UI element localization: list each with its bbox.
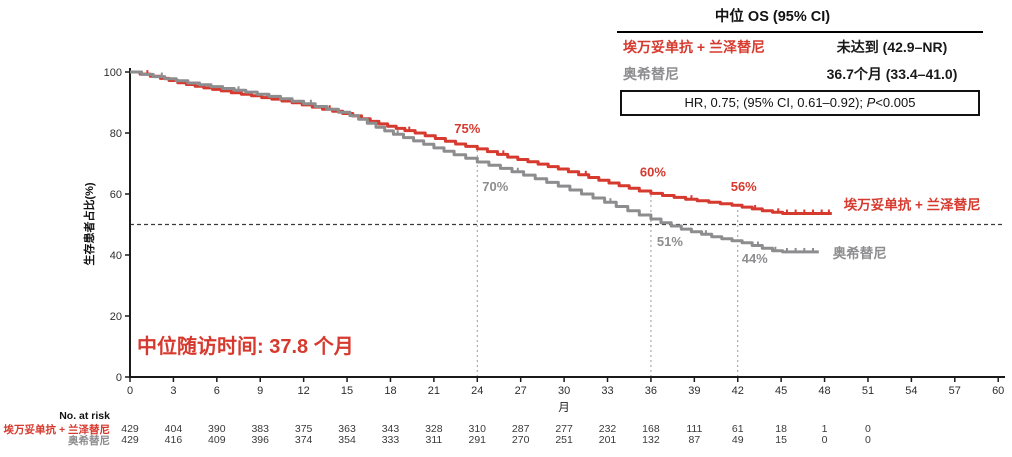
hr-p-symbol: P (866, 95, 876, 110)
at-risk-value: 232 (599, 423, 617, 435)
at-risk-value: 333 (382, 434, 400, 446)
at-risk-value: 111 (686, 423, 702, 435)
table-row: 奥希替尼 36.7个月 (33.4–41.0) (617, 60, 983, 87)
y-tick-label: 40 (110, 250, 122, 262)
arm-osimertinib-os: 36.7个月 (33.4–41.0) (826, 65, 958, 82)
x-tick-label: 48 (818, 385, 830, 397)
at-risk-value: 18 (775, 423, 787, 435)
x-tick-label: 9 (257, 385, 263, 397)
x-tick-label: 30 (558, 385, 570, 397)
at-risk-row-label-osimertinib: 奥希替尼 (68, 435, 110, 447)
table-divider (617, 31, 983, 33)
series-end-label: 埃万妥单抗 + 兰泽替尼 (844, 197, 981, 213)
x-tick-label: 39 (688, 385, 700, 397)
x-tick-label: 18 (384, 385, 396, 397)
at-risk-value: 87 (688, 434, 700, 446)
at-risk-value: 409 (208, 434, 226, 446)
at-risk-value: 429 (121, 434, 139, 446)
at-risk-value: 201 (599, 434, 617, 446)
y-tick-label: 0 (116, 372, 122, 384)
x-axis-label: 月 (558, 402, 570, 414)
at-risk-value: 168 (642, 423, 660, 435)
at-risk-value: 311 (425, 434, 442, 446)
at-risk-value: 429 (121, 423, 139, 435)
x-tick-label: 57 (949, 385, 961, 397)
x-tick-label: 0 (127, 385, 133, 397)
at-risk-value: 310 (469, 423, 487, 435)
at-risk-value: 390 (208, 423, 226, 435)
median-followup-note: 中位随访时间: 37.8 个月 (137, 336, 354, 358)
y-tick-label: 100 (104, 67, 122, 79)
x-tick-label: 27 (515, 385, 527, 397)
at-risk-value: 291 (469, 434, 487, 446)
survival-curve-osimertinib (130, 70, 819, 254)
x-tick-label: 15 (341, 385, 353, 397)
at-risk-value: 1 (822, 423, 828, 435)
landmark-pct-label: 56% (731, 179, 757, 194)
at-risk-value: 270 (512, 434, 530, 446)
at-risk-value: 287 (512, 423, 530, 435)
x-tick-label: 3 (170, 385, 176, 397)
at-risk-value: 416 (165, 434, 183, 446)
at-risk-value: 15 (775, 434, 787, 446)
x-tick-label: 60 (992, 385, 1004, 397)
x-tick-label: 24 (471, 385, 483, 397)
at-risk-value: 49 (732, 434, 744, 446)
hr-text-post: <0.005 (875, 95, 916, 110)
arm-osimertinib-label: 奥希替尼 (623, 65, 679, 82)
x-tick-label: 33 (601, 385, 613, 397)
at-risk-value: 383 (251, 423, 269, 435)
x-tick-label: 6 (214, 385, 220, 397)
x-tick-label: 51 (862, 385, 874, 397)
landmark-pct-label: 75% (454, 121, 480, 136)
at-risk-value: 61 (732, 423, 744, 435)
x-tick-label: 21 (428, 385, 440, 397)
median-os-table: 中位 OS (95% CI) 埃万妥单抗 + 兰泽替尼 未达到 (42.9–NR… (617, 2, 983, 116)
y-axis-label: 生存患者占比(%) (84, 182, 96, 266)
at-risk-value: 396 (251, 434, 269, 446)
y-tick-label: 80 (110, 128, 122, 140)
at-risk-value: 251 (555, 434, 573, 446)
landmark-pct-label: 44% (742, 251, 768, 266)
series-end-label: 奥希替尼 (833, 245, 887, 261)
survival-curve-amivantamab-lazertinib (130, 70, 832, 215)
at-risk-value: 328 (425, 423, 443, 435)
table-row: 埃万妥单抗 + 兰泽替尼 未达到 (42.9–NR) (617, 33, 983, 60)
at-risk-value: 404 (165, 423, 183, 435)
at-risk-value: 0 (865, 434, 871, 446)
median-os-header: 中位 OS (95% CI) (714, 9, 831, 25)
at-risk-row-label-amivantamab-lazertinib: 埃万妥单抗 + 兰泽替尼 (3, 424, 110, 436)
y-tick-label: 60 (110, 189, 122, 201)
x-tick-label: 12 (298, 385, 310, 397)
landmark-pct-label: 60% (640, 164, 666, 179)
landmark-pct-label: 70% (482, 179, 508, 194)
y-tick-label: 20 (110, 311, 122, 323)
no-at-risk-header: No. at risk (59, 410, 110, 422)
arm-amivantamab-lazertinib-os: 未达到 (42.9–NR) (836, 38, 948, 55)
x-tick-label: 54 (905, 385, 917, 397)
at-risk-value: 132 (642, 434, 660, 446)
landmark-pct-label: 51% (657, 234, 683, 249)
at-risk-value: 363 (338, 423, 356, 435)
x-tick-label: 42 (732, 385, 744, 397)
x-tick-label: 45 (775, 385, 787, 397)
arm-amivantamab-lazertinib-label: 埃万妥单抗 + 兰泽替尼 (623, 38, 765, 55)
x-tick-label: 36 (645, 385, 657, 397)
at-risk-value: 354 (338, 434, 356, 446)
at-risk-value: 0 (822, 434, 828, 446)
at-risk-value: 375 (295, 423, 313, 435)
at-risk-value: 374 (295, 434, 313, 446)
at-risk-value: 277 (555, 423, 573, 435)
at-risk-value: 343 (382, 423, 400, 435)
at-risk-value: 0 (865, 423, 871, 435)
hr-text-pre: HR, 0.75; (95% CI, 0.61–0.92); (684, 95, 867, 110)
hazard-ratio-box: HR, 0.75; (95% CI, 0.61–0.92); P<0.005 (620, 90, 980, 116)
